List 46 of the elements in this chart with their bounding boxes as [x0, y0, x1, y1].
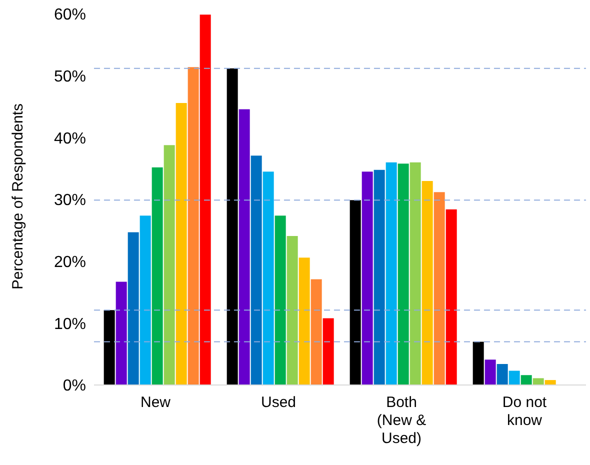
bar	[386, 162, 397, 385]
bar	[544, 380, 556, 385]
y-tick-label: 20%	[54, 254, 86, 272]
bar	[374, 170, 385, 385]
y-tick-label: 40%	[54, 130, 86, 148]
bar	[250, 156, 262, 385]
bar	[322, 318, 334, 385]
y-tick-label: 60%	[54, 6, 86, 24]
y-tick-label: 30%	[54, 192, 86, 210]
bar	[262, 172, 274, 385]
y-axis-title: Percentage of Respondents	[9, 104, 26, 290]
x-tick-label: Both (New & Used)	[376, 394, 426, 447]
bar	[152, 167, 163, 385]
bar	[104, 310, 115, 385]
y-tick-label: 10%	[54, 316, 86, 333]
bar	[128, 232, 139, 385]
bar	[446, 209, 457, 385]
bar	[274, 216, 286, 385]
bar	[434, 192, 445, 385]
bar	[298, 258, 310, 385]
y-tick-label: 0%	[62, 378, 86, 395]
bar	[116, 282, 127, 385]
bar	[520, 375, 532, 385]
bar	[422, 180, 433, 385]
y-tick-label: 50%	[54, 68, 86, 86]
bar	[164, 145, 175, 385]
bar	[350, 200, 361, 385]
bar	[484, 360, 496, 385]
bar	[176, 103, 187, 385]
bar	[286, 236, 298, 385]
bar	[188, 67, 199, 385]
bar	[410, 162, 421, 385]
x-tick-label: Do not know	[502, 394, 548, 429]
x-tick-label: Used	[260, 394, 296, 411]
bar	[398, 164, 409, 385]
bar	[472, 342, 484, 385]
bar	[532, 378, 544, 385]
bar	[496, 364, 508, 385]
bar	[226, 68, 238, 385]
x-tick-label: New	[140, 394, 171, 411]
bar	[362, 172, 373, 385]
bar	[140, 216, 151, 385]
bar	[310, 279, 322, 385]
bar	[508, 370, 520, 385]
bar	[200, 14, 211, 385]
bar	[238, 109, 250, 385]
